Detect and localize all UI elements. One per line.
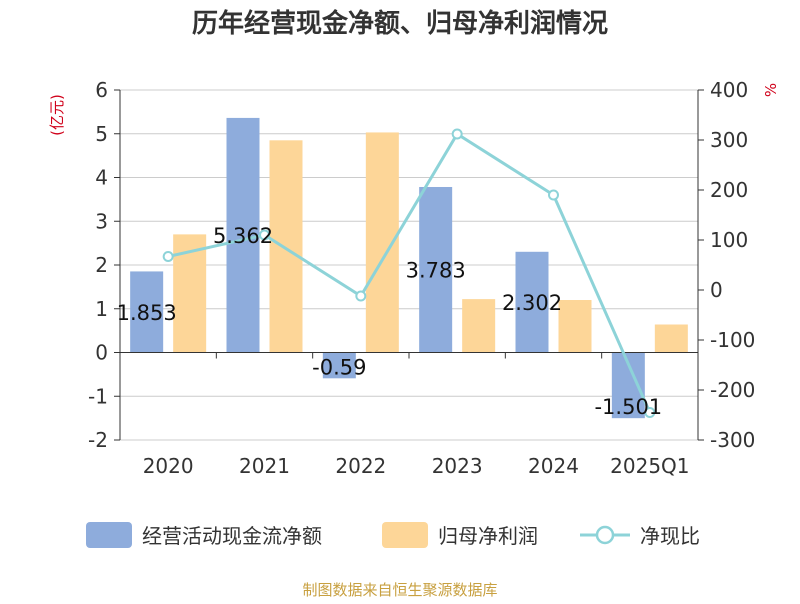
right-axis-tick-label: 300 [710,128,748,152]
left-axis-tick-label: 5 [95,122,108,146]
data-labels: 1.853 5.362 -0.59 3.783 2.302 -1.501 [117,224,663,419]
left-axis-tick-label: 2 [95,253,108,277]
x-axis-tick-label: 2021 [239,454,290,478]
bar-cashflow [419,186,453,353]
left-axis-tick-label: -1 [88,384,108,408]
chart-title: 历年经营现金净额、归母净利润情况 [192,8,608,39]
right-axis-tick-label: -200 [710,378,755,402]
legend-swatch-cashflow [86,522,132,548]
bar-data-label: 2.302 [502,291,562,315]
x-axis-tick-label: 2023 [432,454,483,478]
bar-data-label: 1.853 [117,301,177,325]
legend-swatch-profit [382,522,428,548]
bar-data-label: -1.501 [594,395,662,419]
right-axis-tick-label: 200 [710,178,748,202]
bar-cashflow [322,352,356,379]
bar-data-label: -0.59 [312,355,366,379]
ratio-line [162,128,656,418]
right-axis-tick-label: 100 [710,228,748,252]
bar-profit [654,324,688,353]
ratio-point [355,290,367,302]
legend-label-ratio: 净现比 [640,524,700,548]
bar-profit [462,299,496,353]
bar-cashflow [515,251,549,353]
left-axis-tick-label: 0 [95,341,108,365]
left-axis-tick-label: 4 [95,166,108,190]
legend: 经营活动现金流净额 归母净利润 净现比 [86,522,700,548]
footer-source: 制图数据来自恒生聚源数据库 [302,581,497,599]
bar-cashflow [226,117,260,353]
left-axis-tick-label: 6 [95,78,108,102]
bar-data-label: 5.362 [213,224,273,248]
left-axis-tick-label: 3 [95,209,108,233]
tick-labels: 6 5 4 3 2 1 0 -1 -2 400 300 200 100 0 -100 -200 -300 2020… [88,78,755,478]
bar-profit [558,300,592,353]
ratio-point [644,407,656,418]
x-axis-tick-label: 2020 [143,454,194,478]
right-axis-tick-label: -100 [710,328,755,352]
right-axis-tick-label: 400 [710,78,748,102]
x-axis-tick-label: 2025Q1 [610,454,689,478]
x-axis-tick-label: 2024 [528,454,579,478]
left-axis-tick-label: -2 [88,428,108,452]
left-axis-tick-label: 1 [95,297,108,321]
ratio-point [162,251,174,262]
legend-label-profit: 归母净利润 [438,524,538,548]
x-axis-tick-label: 2022 [335,454,386,478]
legend-swatch-ratio-marker [595,525,615,545]
right-axis-tick-label: 0 [710,278,723,302]
bars [130,117,688,419]
legend-label-cashflow: 经营活动现金流净额 [142,524,322,548]
right-axis-tick-label: -300 [710,428,755,452]
axes [114,89,704,441]
left-axis-unit-label: (亿元) [48,94,66,136]
bar-data-label: 3.783 [406,259,466,283]
ratio-point [548,189,559,201]
ratio-point [259,229,270,241]
bar-profit [269,140,303,353]
ratio-line-path [167,131,652,414]
bar-cashflow [130,271,164,353]
ratio-point [451,128,463,140]
right-axis-unit-label: % [762,83,780,97]
